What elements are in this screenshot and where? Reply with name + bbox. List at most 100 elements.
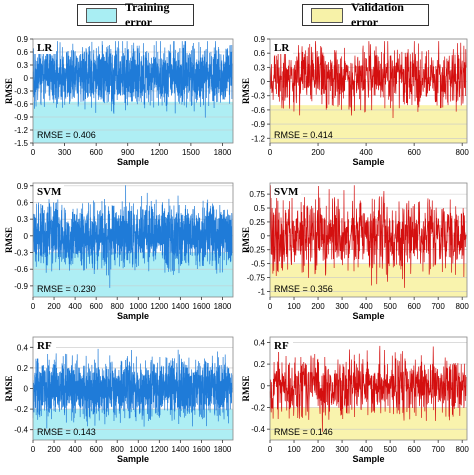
series-line [269,185,467,288]
x-tick-label: 200 [311,445,325,454]
model-label-bg [271,40,293,54]
x-tick-label: 400 [359,148,373,157]
y-axis-title: RMSE [4,227,14,253]
y-axis-title: RMSE [4,78,14,104]
model-label-bg [271,338,293,352]
x-tick-label: 600 [407,148,421,157]
legend-validation-label: Validation error [350,0,404,29]
x-tick-label: 1600 [193,445,211,454]
x-tick-label: 0 [31,445,36,454]
x-tick-label: 400 [68,302,82,311]
rmse-annotation: RMSE = 0.230 [37,284,96,294]
x-tick-label: 100 [287,302,301,311]
y-tick-label: 0 [24,232,29,241]
plot-frame [269,182,468,298]
x-tick-label: 800 [111,302,125,311]
rmse-annotation: RMSE = 0.414 [274,130,333,140]
y-tick-label: 0.9 [17,182,29,191]
x-axis-title: Sample [117,454,149,464]
x-tick-label: 1800 [214,302,232,311]
y-tick-label: 0.4 [254,338,266,347]
error-band [33,101,233,143]
x-tick-label: 1800 [214,148,232,157]
x-tick-label: 0 [31,302,36,311]
y-tick-label: 0.3 [17,215,29,224]
y-axis-title: RMSE [241,227,251,253]
x-tick-label: 600 [89,445,103,454]
model-label: RF [274,340,289,352]
x-axis-title: Sample [352,311,384,321]
x-tick-label: 1800 [214,445,232,454]
plot-frame [32,182,234,298]
rmse-annotation: RMSE = 0.143 [37,427,96,437]
x-tick-label: 400 [359,302,373,311]
y-tick-label: -0.4 [251,425,265,434]
y-tick-label: 0.2 [254,360,266,369]
y-tick-label: -0.9 [14,113,28,122]
x-axis-title: Sample [117,157,149,167]
y-axis-title: RMSE [4,375,14,401]
y-tick-label: -1.5 [14,139,28,148]
y-tick-label: 0.5 [254,204,266,213]
x-tick-label: 200 [47,302,61,311]
x-tick-label: 0 [268,148,273,157]
y-tick-label: 0.2 [17,364,29,373]
x-tick-label: 200 [47,445,61,454]
y-tick-label: 0.4 [17,343,29,352]
model-label: LR [37,42,53,54]
y-tick-label: -0.6 [251,106,265,115]
x-axis-title: Sample [352,454,384,464]
x-tick-label: 1200 [150,148,168,157]
plot-frame [269,38,468,144]
legend-training-swatch [86,7,117,23]
y-tick-label: -0.9 [14,282,28,291]
x-tick-label: 600 [407,445,421,454]
y-tick-label: -0.4 [14,426,28,435]
y-tick-label: -1.2 [14,126,28,135]
x-axis-title: Sample [352,157,384,167]
x-tick-label: 1200 [150,445,168,454]
y-tick-label: -0.5 [251,260,265,269]
x-tick-label: 700 [431,445,445,454]
y-tick-label: -0.2 [14,405,28,414]
y-tick-label: 0.3 [254,63,266,72]
legend-training: Training error [77,0,194,29]
y-tick-label: -0.3 [14,249,28,258]
plot-frame [269,336,468,441]
x-tick-label: 0 [268,445,273,454]
legend-validation: Validation error [302,0,429,29]
x-tick-label: 0 [31,148,36,157]
model-label-bg [271,184,301,198]
y-axis-title: RMSE [241,78,251,104]
y-tick-label: 0.9 [17,35,29,44]
y-tick-label: -0.3 [251,92,265,101]
x-tick-label: 400 [359,445,373,454]
x-tick-label: 100 [287,445,301,454]
x-tick-label: 600 [89,148,103,157]
series-line [269,345,467,432]
x-tick-label: 300 [335,445,349,454]
x-tick-label: 1000 [129,445,147,454]
x-tick-label: 500 [383,302,397,311]
series-line [32,348,233,429]
x-tick-label: 1500 [182,148,200,157]
model-label-bg [34,40,56,54]
x-tick-label: 800 [456,148,470,157]
x-tick-label: 300 [335,302,349,311]
y-tick-label: -0.9 [251,120,265,129]
x-tick-label: 300 [58,148,72,157]
y-tick-label: -1.2 [251,134,265,143]
x-tick-label: 800 [456,302,470,311]
series-line [32,185,233,288]
x-tick-label: 600 [89,302,103,311]
series-line [32,41,233,118]
y-tick-label: 0 [261,78,266,87]
x-tick-label: 800 [456,445,470,454]
y-tick-label: -0.6 [14,100,28,109]
x-tick-label: 800 [111,445,125,454]
x-tick-label: 200 [311,148,325,157]
x-tick-label: 1000 [129,302,147,311]
model-label: LR [274,42,290,54]
y-tick-label: -1 [258,287,266,296]
y-tick-label: -0.75 [247,274,266,283]
